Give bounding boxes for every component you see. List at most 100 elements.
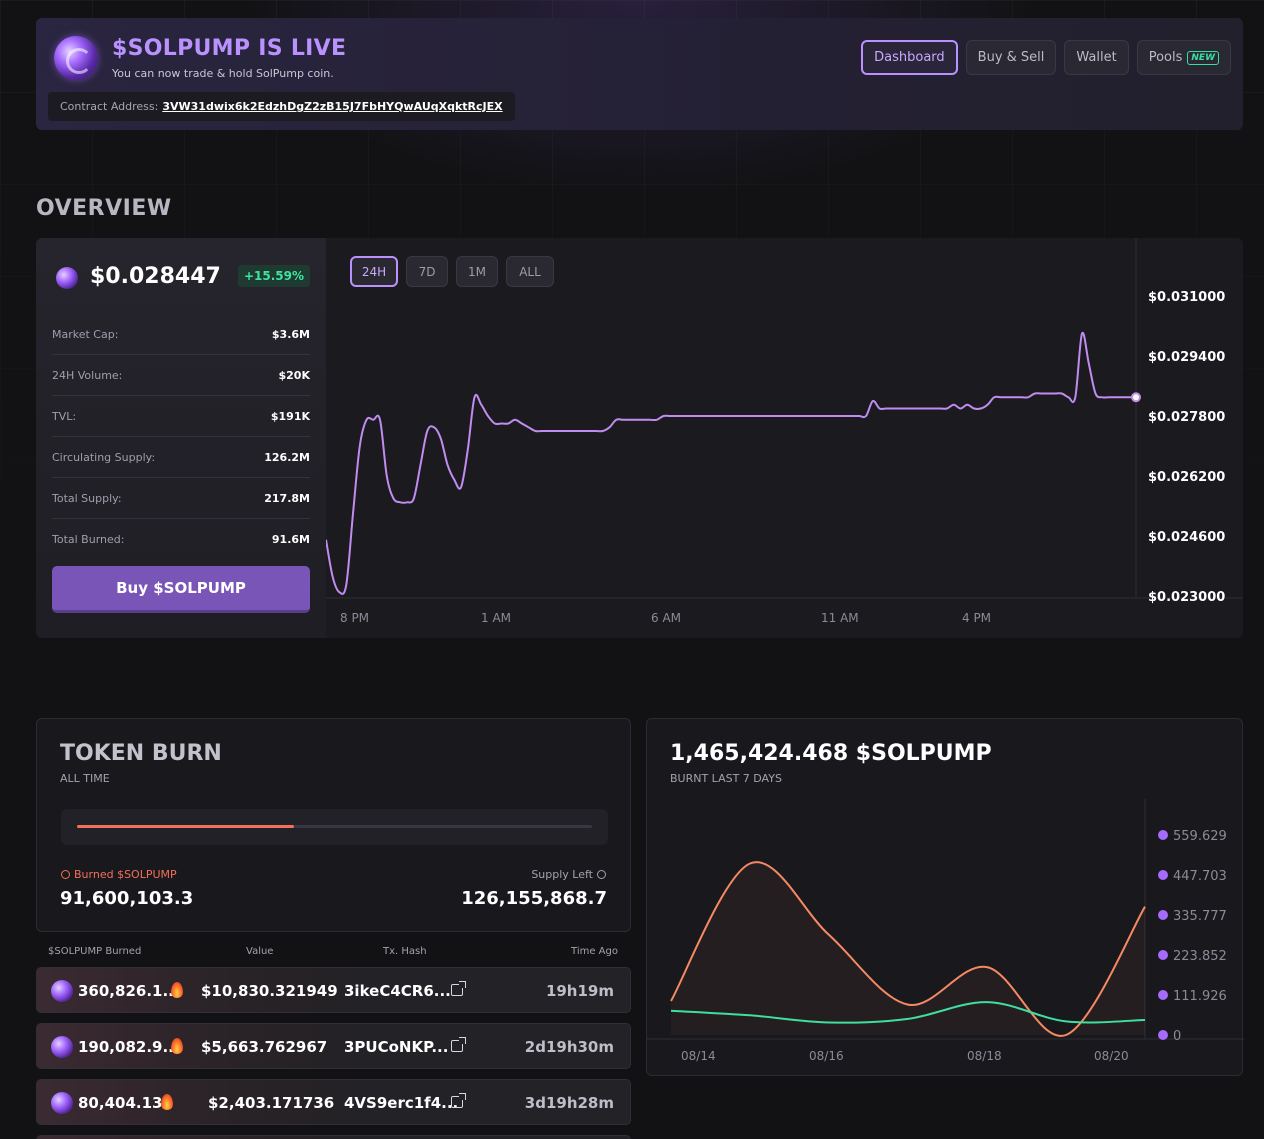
stat-label: Total Supply: (52, 491, 122, 505)
nav-dashboard[interactable]: Dashboard (861, 40, 958, 75)
external-link-icon[interactable] (451, 1093, 466, 1108)
coin-icon (1158, 1030, 1168, 1040)
nav-buy-sell-label: Buy & Sell (977, 50, 1045, 65)
price-chart: $0.031000 $0.029400 $0.027800 $0.026200 $0.0… (326, 238, 1243, 625)
col-hash: Tx. Hash (383, 946, 427, 957)
table-row: 190,082.9... $5,663.762967 3PUCoNKP... 2… (36, 1023, 631, 1069)
stat-24h-volume: 24H Volume: $20K (52, 355, 310, 396)
burn-progress-track (77, 825, 592, 828)
burnt-chart-panel: 559.629 447.703 335.777 223.852 111.926 0 08/1… (646, 718, 1244, 1076)
coin-icon (51, 980, 73, 1002)
supply-label-text: Supply Left (531, 868, 593, 881)
col-value: Value (246, 946, 274, 957)
x-tick-label: 8 PM (340, 611, 369, 625)
row-hash-link[interactable]: 3PUCoNKP... (344, 1038, 449, 1056)
burn-area (671, 862, 1145, 1036)
y-tick-label: 447.703 (1173, 869, 1227, 884)
price-change-badge: +15.59% (237, 265, 310, 287)
row-time: 2d19h30m (524, 1038, 614, 1056)
range-1m-button[interactable]: 1M (456, 256, 498, 287)
supply-left-value: 126,155,868.7 (461, 888, 607, 909)
burn-line (670, 861, 1146, 1037)
nav-wallet[interactable]: Wallet (1064, 40, 1129, 75)
banner-subtitle: You can now trade & hold SolPump coin. (112, 67, 334, 80)
external-link-icon[interactable] (451, 981, 466, 996)
ring-icon (597, 870, 606, 879)
nav-pools-label: Pools (1148, 50, 1183, 65)
row-time: 3d19h28m (524, 1094, 614, 1112)
burnt-chart: 559.629 447.703 335.777 223.852 111.926 0 08/1… (647, 799, 1244, 1063)
coin-icon (51, 1036, 73, 1058)
burned-value: 91,600,103.3 (60, 888, 194, 909)
x-tick-label: 4 PM (962, 611, 991, 625)
external-link-icon[interactable] (451, 1037, 466, 1052)
contract-address-box: Contract Address: 3VW31dwix6k2EdzhDgZ2zB… (48, 92, 515, 121)
fire-icon (171, 982, 183, 998)
main-nav: Dashboard Buy & Sell Wallet Pools NEW (861, 40, 1231, 75)
stat-label: Market Cap: (52, 327, 119, 341)
contract-address-link[interactable]: 3VW31dwix6k2EdzhDgZ2zB15J7FbHYQwAUqXqktR… (162, 100, 503, 113)
burned-label: Burned $SOLPUMP (61, 868, 177, 881)
col-time: Time Ago (571, 946, 618, 957)
y-tick-label: 223.852 (1173, 949, 1227, 964)
range-24h-button[interactable]: 24H (350, 256, 398, 287)
table-row: 80,404.131 $2,403.171736 4VS9erc1f4... 3… (36, 1079, 631, 1125)
coin-icon (51, 1092, 73, 1114)
buy-solpump-button[interactable]: Buy $SOLPUMP (52, 566, 310, 613)
stat-value: 126.2M (264, 450, 310, 464)
ring-icon (61, 870, 70, 879)
burnt-subtitle: BURNT LAST 7 DAYS (670, 772, 782, 785)
burn-progress-fill (77, 825, 294, 828)
banner-title: $SOLPUMP IS LIVE (112, 36, 347, 61)
y-tick-label: $0.031000 (1148, 290, 1225, 305)
price-chart-panel: $0.031000 $0.029400 $0.027800 $0.026200 $0.0… (326, 238, 1243, 638)
price-line (326, 331, 1136, 595)
stat-value: 91.6M (271, 533, 310, 546)
coin-icon (1158, 910, 1168, 920)
x-tick-label: 6 AM (651, 611, 681, 625)
overview-heading: OVERVIEW (36, 196, 172, 221)
stat-value: $3.6M (271, 327, 310, 341)
new-badge: NEW (1187, 50, 1219, 65)
nav-pools[interactable]: Pools NEW (1136, 40, 1231, 75)
table-row (36, 1135, 631, 1139)
row-hash-link[interactable]: 4VS9erc1f4... (344, 1094, 459, 1112)
stat-label: 24H Volume: (52, 368, 123, 382)
burnt-total-title: 1,465,424.468 $SOLPUMP (670, 741, 992, 766)
stat-tvl: TVL: $191K (52, 396, 310, 437)
range-all-button[interactable]: ALL (506, 256, 554, 287)
nav-buy-sell[interactable]: Buy & Sell (965, 40, 1057, 75)
stat-label: TVL: (52, 409, 77, 423)
x-tick-label: 08/16 (809, 1049, 844, 1063)
row-hash-link[interactable]: 3ikeC4CR6... (344, 982, 451, 1000)
token-price: $0.028447 (90, 264, 221, 289)
price-last-point (1131, 392, 1141, 403)
burn-progress (61, 809, 608, 845)
burned-label-text: Burned $SOLPUMP (74, 868, 177, 881)
y-tick-label: 111.926 (1173, 989, 1227, 1004)
y-tick-label: $0.029400 (1148, 350, 1225, 365)
stat-total-supply: Total Supply: 217.8M (52, 478, 310, 519)
contract-label: Contract Address: (60, 100, 159, 113)
row-value: $10,830.321949 (201, 982, 338, 1000)
x-tick-label: 1 AM (481, 611, 511, 625)
y-tick-label: 0 (1173, 1029, 1181, 1044)
row-time: 19h19m (545, 982, 614, 1000)
fire-icon (161, 1094, 173, 1110)
row-value: $5,663.762967 (201, 1038, 328, 1056)
x-tick-label: 11 AM (821, 611, 859, 625)
range-selector: 24H 7D 1M ALL (350, 256, 554, 287)
token-burn-title: TOKEN BURN (60, 741, 222, 766)
coin-icon (1158, 950, 1168, 960)
solpump-logo (54, 36, 98, 80)
table-row: 360,826.1... $10,830.321949 3ikeC4CR6...… (36, 967, 631, 1013)
y-tick-label: $0.027800 (1148, 410, 1225, 425)
coin-icon (1158, 830, 1168, 840)
token-burn-panel: TOKEN BURN ALL TIME Burned $SOLPUMP Supp… (36, 718, 631, 932)
range-7d-button[interactable]: 7D (406, 256, 448, 287)
nav-wallet-label: Wallet (1076, 50, 1117, 65)
y-tick-label: 335.777 (1173, 909, 1227, 924)
burn-table-header: $SOLPUMP Burned Value Tx. Hash Time Ago (36, 946, 631, 960)
live-banner: $SOLPUMP IS LIVE You can now trade & hol… (36, 18, 1243, 130)
stat-label: Total Burned: (52, 533, 125, 546)
